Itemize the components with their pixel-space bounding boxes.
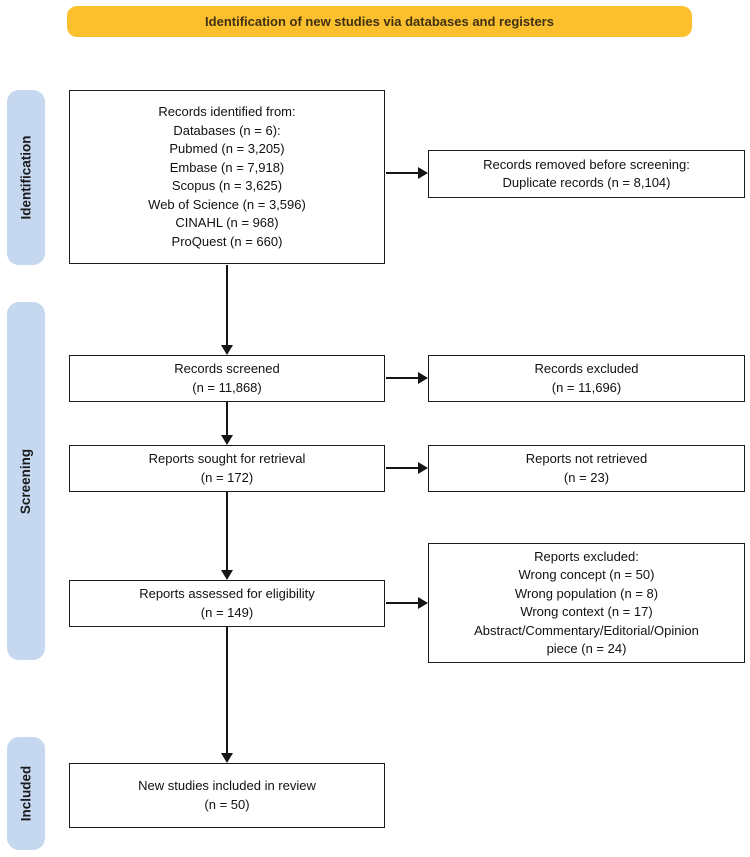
box-reports-assessed-for-eligibility: Reports assessed for eligibility (n = 14… (69, 580, 385, 627)
box-records-excluded: Records excluded (n = 11,696) (428, 355, 745, 402)
box-reports-not-retrieved: Reports not retrieved (n = 23) (428, 445, 745, 492)
arrow-assessed-to-reports-excluded (386, 602, 419, 604)
box-records-identified: Records identified from: Databases (n = … (69, 90, 385, 264)
arrow-identified-to-removed (386, 172, 419, 174)
stage-label-identification: Identification (18, 135, 34, 220)
box-new-studies-included-in-review: New studies included in review (n = 50) (69, 763, 385, 828)
arrow-screened-to-sought (226, 402, 228, 435)
stage-label-included: Included (18, 765, 34, 822)
banner-identification-of-new-studies: Identification of new studies via databa… (67, 6, 692, 37)
arrow-sought-to-assessed (226, 492, 228, 570)
box-records-screened: Records screened (n = 11,868) (69, 355, 385, 402)
arrow-assessed-to-included (226, 627, 228, 753)
arrow-sought-to-not-retrieved (386, 467, 419, 469)
stage-label-screening: Screening (18, 448, 34, 514)
box-records-removed-before-screening: Records removed before screening: Duplic… (428, 150, 745, 198)
box-reports-sought-for-retrieval: Reports sought for retrieval (n = 172) (69, 445, 385, 492)
arrow-identified-to-screened (226, 265, 228, 345)
stage-bar-included: Included (7, 737, 45, 850)
stage-bar-screening: Screening (7, 302, 45, 660)
arrow-screened-to-excluded (386, 377, 419, 379)
box-reports-excluded-reasons: Reports excluded: Wrong concept (n = 50)… (428, 543, 745, 663)
stage-bar-identification: Identification (7, 90, 45, 265)
